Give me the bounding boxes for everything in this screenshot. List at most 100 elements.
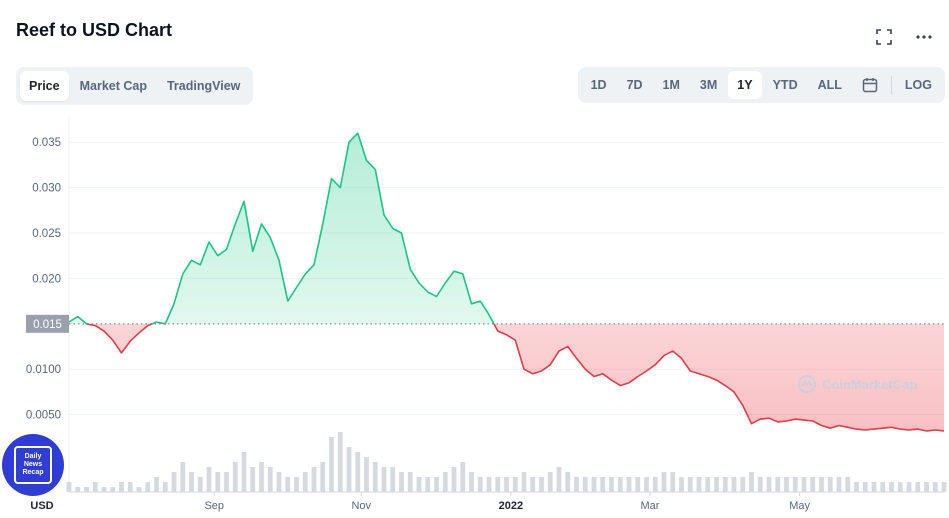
tab-1y[interactable]: 1Y <box>728 71 762 99</box>
volume-bar <box>941 482 947 492</box>
volume-bar <box>600 477 606 492</box>
data-point <box>751 423 753 425</box>
tab-1d[interactable]: 1D <box>590 78 607 92</box>
y-tick-label: 0.030 <box>32 183 61 195</box>
data-point <box>584 368 586 370</box>
x-tick-label: 2022 <box>499 500 523 512</box>
data-point <box>716 379 718 381</box>
tab-3m[interactable]: 3M <box>699 78 718 92</box>
data-point <box>357 132 359 134</box>
volume-bar <box>110 487 116 492</box>
calendar-icon[interactable] <box>853 71 887 99</box>
volume-bar <box>521 472 527 492</box>
area-below-baseline <box>86 323 944 431</box>
data-point <box>532 373 534 375</box>
data-point <box>322 223 324 225</box>
badge-line-1: Daily <box>24 453 42 460</box>
data-point <box>593 375 595 377</box>
volume-bar <box>337 432 343 492</box>
data-point <box>611 379 613 381</box>
tab-1m[interactable]: 1M <box>662 78 680 92</box>
volume-bar <box>372 462 378 492</box>
volume-bar <box>92 482 98 492</box>
data-point <box>672 350 674 352</box>
y-tick-label: 0.035 <box>32 137 61 149</box>
volume-bar <box>425 477 431 492</box>
tab-ytd[interactable]: YTD <box>772 78 798 92</box>
price-line-up <box>68 132 495 324</box>
volume-bar <box>469 472 474 492</box>
data-point <box>418 282 420 284</box>
volume-bar <box>880 482 886 492</box>
volume-bar <box>915 482 921 492</box>
volume-bar <box>792 477 798 492</box>
data-point <box>383 214 385 216</box>
data-point <box>794 418 796 420</box>
data-point <box>733 391 735 393</box>
data-point <box>147 325 149 327</box>
data-point <box>803 419 805 421</box>
data-point <box>173 303 175 305</box>
price-line-down <box>85 323 945 432</box>
log-toggle[interactable]: LOG <box>904 78 932 92</box>
data-point <box>191 259 193 261</box>
volume-bar <box>364 457 369 492</box>
volume-bar <box>556 467 562 492</box>
volume-bar <box>145 482 151 492</box>
data-point <box>436 296 438 298</box>
data-point <box>777 421 779 423</box>
data-point <box>628 382 630 384</box>
tab-market-cap[interactable]: Market Cap <box>79 79 147 93</box>
volume-bar <box>670 472 676 492</box>
data-point <box>243 200 245 202</box>
volume-bar <box>617 477 623 492</box>
tab-tradingview[interactable]: TradingView <box>166 79 241 93</box>
more-icon[interactable] <box>913 26 935 48</box>
tab-all[interactable]: ALL <box>817 78 842 92</box>
volume-bar <box>827 477 833 492</box>
x-tick-label: Mar <box>641 500 660 512</box>
currency-label: USD <box>30 500 53 512</box>
data-point <box>707 375 709 377</box>
volume-bar <box>565 472 571 492</box>
volume-bar <box>294 477 299 492</box>
data-point <box>296 287 298 289</box>
data-point <box>488 314 490 316</box>
tab-7d[interactable]: 7D <box>626 78 643 92</box>
volume-bar <box>504 477 509 492</box>
baseline: 0.015 <box>26 314 944 333</box>
volume-bar <box>897 482 903 492</box>
tab-price[interactable]: Price <box>20 71 69 101</box>
daily-news-recap-badge[interactable]: Daily News Recap <box>2 434 64 496</box>
volume-bar <box>407 472 413 492</box>
y-tick-label: 0.0100 <box>26 364 61 376</box>
data-point <box>943 430 945 432</box>
divider <box>890 76 892 94</box>
data-point <box>541 370 543 372</box>
data-point <box>654 364 656 366</box>
volume-bar <box>171 472 177 492</box>
volume-bar <box>714 477 719 492</box>
volume-bar <box>810 477 816 492</box>
fullscreen-icon[interactable] <box>873 26 895 48</box>
volume-bar <box>259 462 264 492</box>
volume-bar <box>119 482 124 492</box>
data-point <box>917 428 919 430</box>
y-tick-label: 0.0050 <box>26 410 61 422</box>
data-point <box>462 273 464 275</box>
data-point <box>689 370 691 372</box>
data-point <box>401 232 403 234</box>
y-axis: 0.0050 0.0100 0.020 0.025 0.030 0.035 <box>26 137 61 421</box>
badge-line-2: News <box>23 461 43 468</box>
data-point <box>899 428 901 430</box>
data-point <box>77 316 79 318</box>
data-point <box>847 426 849 428</box>
data-point <box>759 418 761 420</box>
data-point <box>199 264 201 266</box>
volume-bar <box>696 477 702 492</box>
volume-bar <box>547 472 553 492</box>
chart-type-tabs: Price Market Cap TradingView <box>16 67 254 105</box>
data-point <box>934 429 936 431</box>
data-point <box>786 420 788 422</box>
